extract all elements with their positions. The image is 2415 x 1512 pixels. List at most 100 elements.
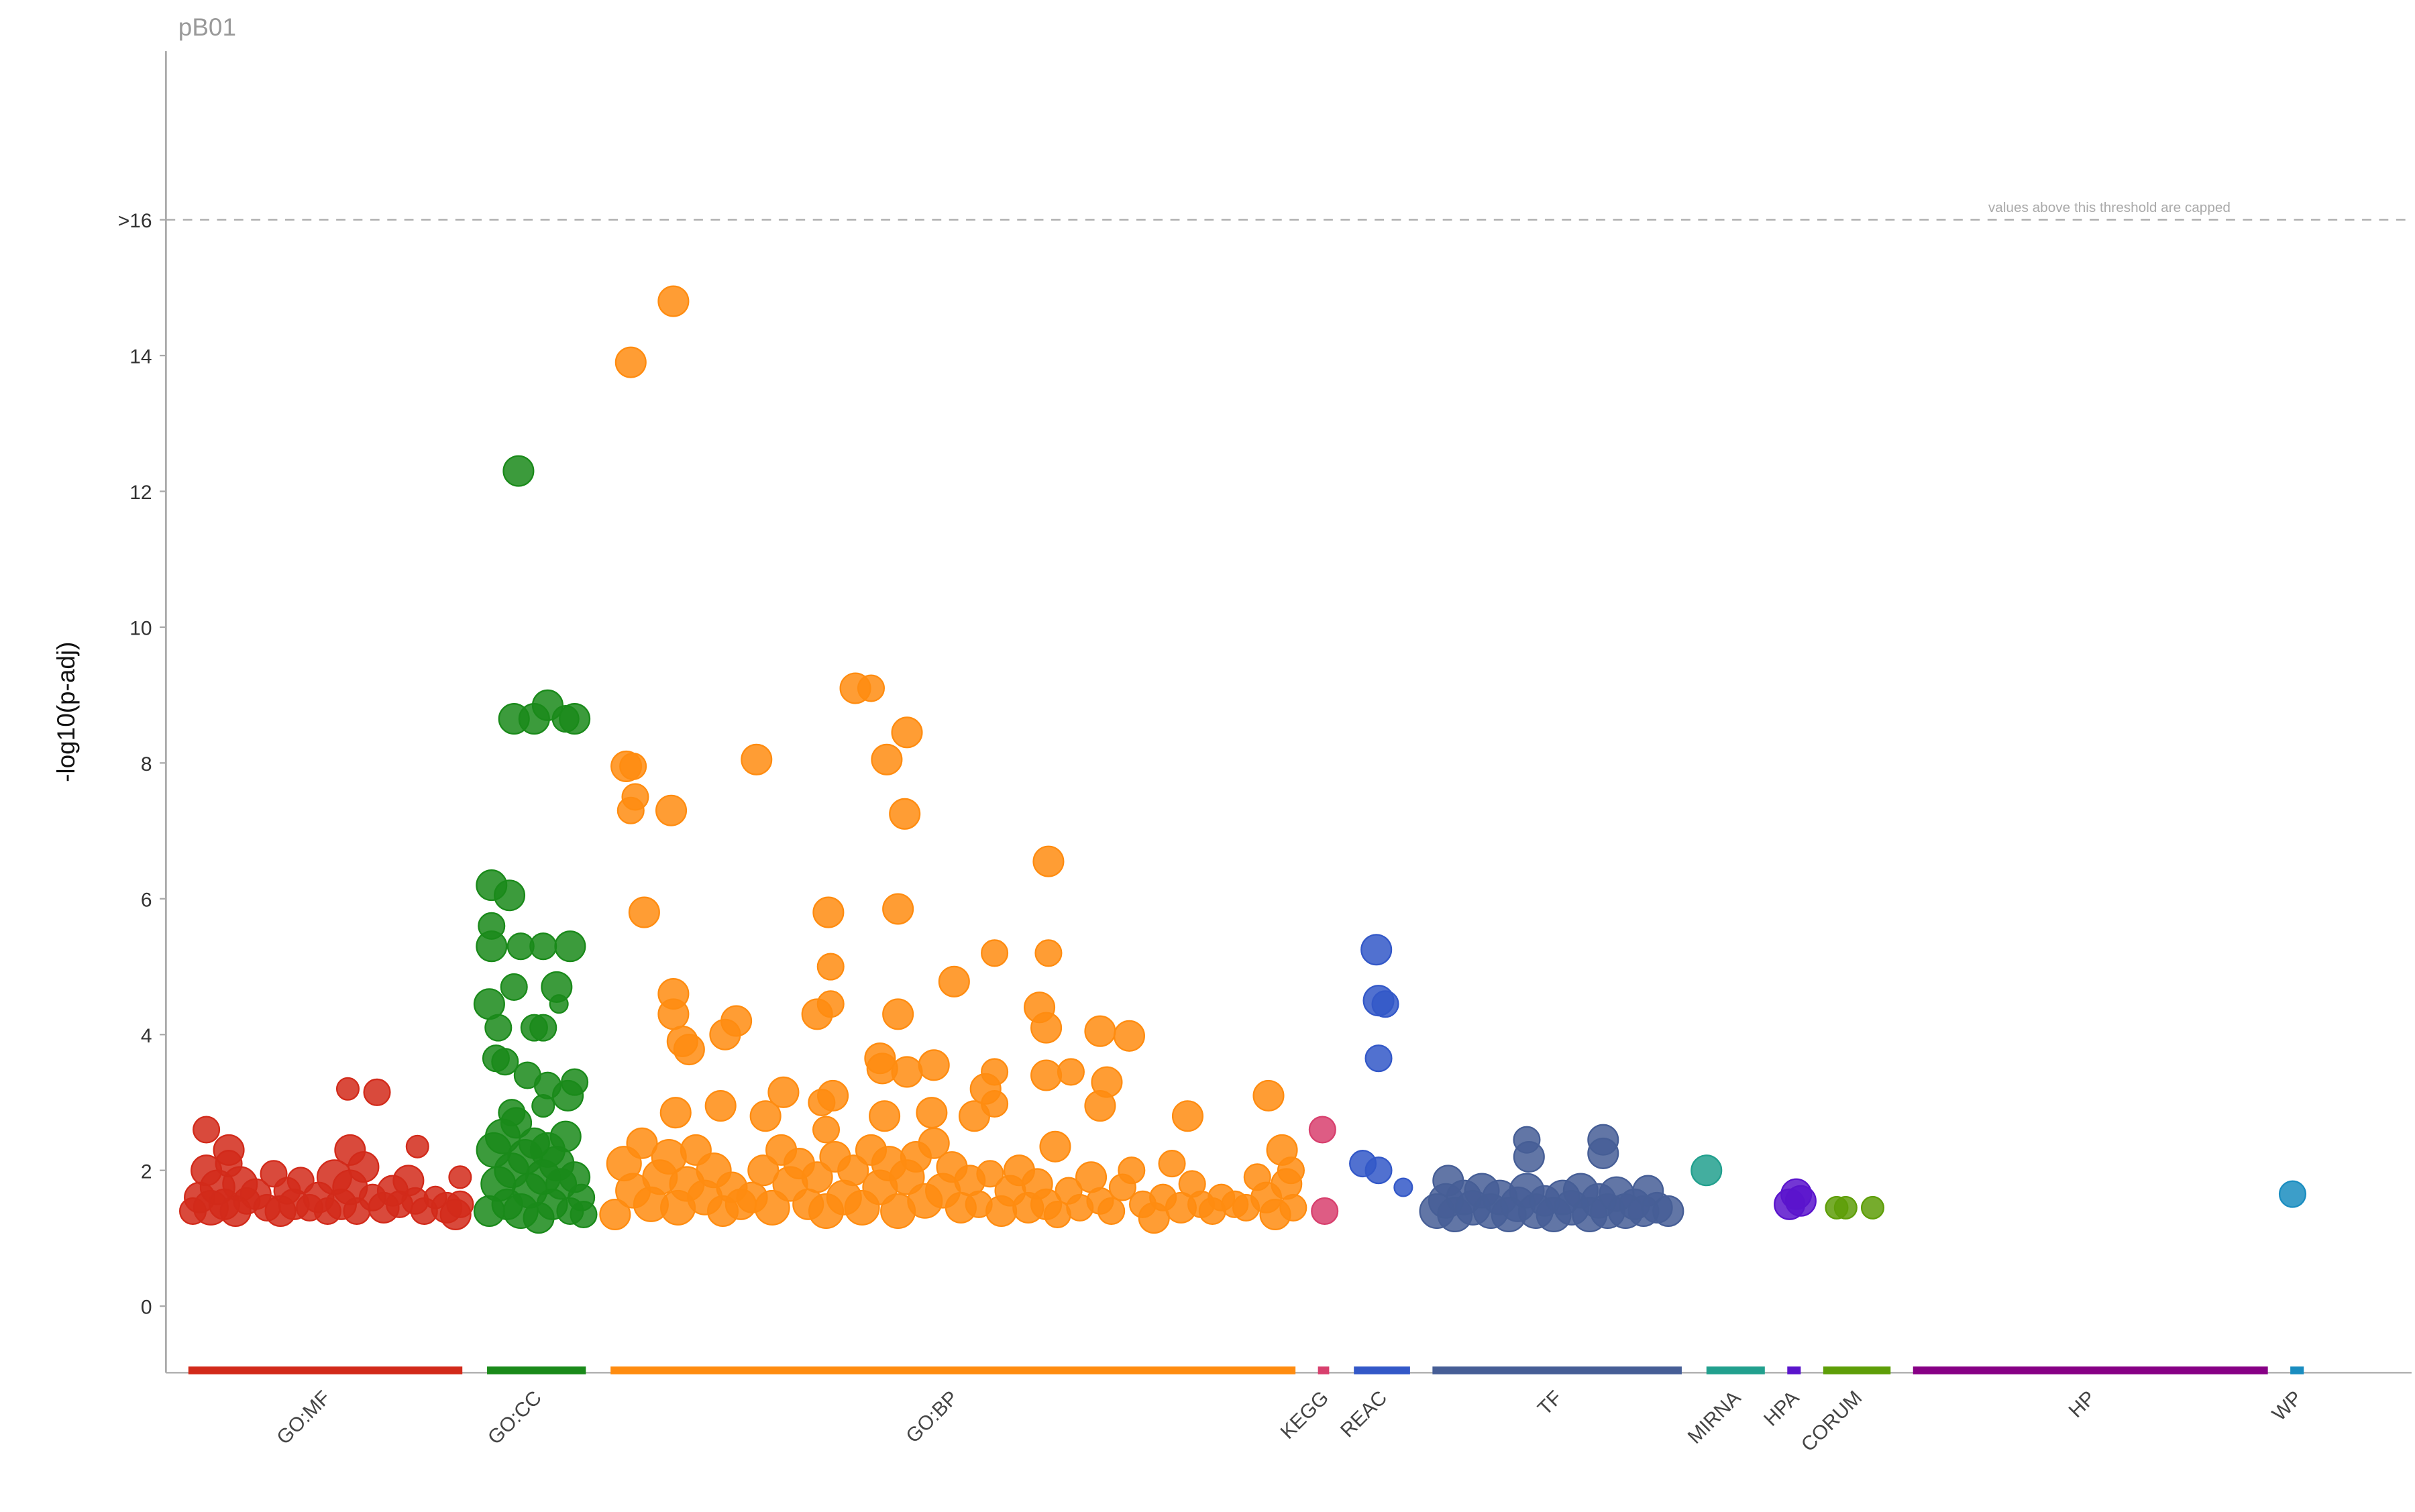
- data-point-go-bp[interactable]: [891, 716, 923, 749]
- data-point-go-bp[interactable]: [741, 743, 773, 775]
- data-point-go-bp[interactable]: [614, 346, 647, 378]
- data-point-go-cc[interactable]: [552, 1079, 584, 1112]
- data-point-go-bp[interactable]: [938, 965, 970, 997]
- data-point-go-bp[interactable]: [754, 1189, 790, 1226]
- data-point-go-bp[interactable]: [1279, 1193, 1307, 1222]
- data-point-go-bp[interactable]: [889, 798, 921, 830]
- data-point-go-bp[interactable]: [655, 794, 688, 826]
- x-tick-label: GO:MF: [272, 1387, 335, 1449]
- data-point-reac[interactable]: [1393, 1177, 1413, 1197]
- data-point-go-cc[interactable]: [529, 1014, 557, 1042]
- data-point-hpa[interactable]: [1784, 1185, 1817, 1217]
- data-point-go-mf[interactable]: [405, 1134, 429, 1158]
- data-point-go-bp[interactable]: [1252, 1079, 1285, 1112]
- data-point-go-mf[interactable]: [193, 1116, 221, 1144]
- data-point-go-bp[interactable]: [599, 1198, 631, 1231]
- data-point-go-bp[interactable]: [1113, 1020, 1145, 1052]
- data-point-go-bp[interactable]: [958, 1100, 990, 1132]
- data-point-go-bp[interactable]: [882, 998, 914, 1030]
- data-point-go-bp[interactable]: [1084, 1090, 1116, 1122]
- data-point-go-bp[interactable]: [626, 1127, 658, 1159]
- data-point-go-bp[interactable]: [1032, 845, 1065, 877]
- data-point-go-mf[interactable]: [446, 1190, 474, 1218]
- data-point-go-bp[interactable]: [801, 1161, 833, 1193]
- data-point-go-bp[interactable]: [976, 1160, 1004, 1188]
- data-point-go-cc[interactable]: [559, 703, 591, 735]
- data-point-go-bp[interactable]: [1030, 1012, 1063, 1044]
- data-point-go-cc[interactable]: [500, 1107, 533, 1139]
- data-point-go-bp[interactable]: [1057, 1058, 1085, 1086]
- data-point-go-cc[interactable]: [549, 1120, 582, 1152]
- data-point-go-bp[interactable]: [657, 998, 690, 1030]
- data-point-tf[interactable]: [1652, 1195, 1684, 1227]
- x-tick-label: CORUM: [1797, 1387, 1866, 1456]
- data-point-go-cc[interactable]: [502, 455, 535, 487]
- data-point-reac[interactable]: [1364, 1044, 1393, 1073]
- data-point-reac[interactable]: [1364, 1156, 1393, 1185]
- data-point-go-cc[interactable]: [529, 932, 557, 961]
- data-point-go-bp[interactable]: [767, 1076, 800, 1108]
- x-tick-label: HP: [2065, 1387, 2100, 1422]
- data-point-go-bp[interactable]: [918, 1127, 950, 1159]
- data-point-go-bp[interactable]: [808, 1088, 836, 1117]
- data-point-go-bp[interactable]: [1118, 1156, 1146, 1185]
- data-point-go-bp[interactable]: [659, 1097, 692, 1129]
- data-point-kegg[interactable]: [1308, 1116, 1336, 1144]
- data-point-wp[interactable]: [2278, 1180, 2307, 1208]
- data-point-go-bp[interactable]: [1039, 1130, 1071, 1163]
- data-point-go-bp[interactable]: [869, 1100, 901, 1132]
- data-point-go-bp[interactable]: [812, 1116, 841, 1144]
- data-point-go-bp[interactable]: [812, 896, 845, 928]
- data-point-go-bp[interactable]: [1158, 1150, 1186, 1178]
- data-point-go-cc[interactable]: [484, 1014, 513, 1042]
- data-point-go-cc[interactable]: [554, 930, 586, 963]
- data-point-go-bp[interactable]: [747, 1154, 780, 1187]
- data-point-go-bp[interactable]: [882, 893, 914, 925]
- data-point-go-bp[interactable]: [1034, 939, 1063, 967]
- data-point-go-bp[interactable]: [749, 1100, 782, 1132]
- source-bar-reac: [1354, 1366, 1410, 1374]
- data-point-go-bp[interactable]: [628, 896, 660, 928]
- data-point-corum[interactable]: [1833, 1195, 1858, 1220]
- data-point-go-bp[interactable]: [1171, 1100, 1204, 1132]
- data-point-go-bp[interactable]: [816, 953, 845, 981]
- data-point-go-bp[interactable]: [616, 796, 645, 824]
- data-point-go-mf[interactable]: [347, 1151, 380, 1183]
- data-point-go-bp[interactable]: [918, 1049, 950, 1081]
- data-point-go-bp[interactable]: [1084, 1015, 1116, 1047]
- data-point-go-bp[interactable]: [709, 1018, 741, 1050]
- data-point-go-cc[interactable]: [500, 973, 528, 1001]
- data-point-go-bp[interactable]: [857, 674, 885, 702]
- data-point-go-cc[interactable]: [570, 1200, 598, 1229]
- data-point-go-bp[interactable]: [837, 1154, 869, 1187]
- data-point-go-mf[interactable]: [335, 1077, 360, 1101]
- chart-title: pB01: [178, 13, 236, 41]
- data-point-go-cc[interactable]: [531, 1094, 555, 1118]
- data-point-go-cc[interactable]: [476, 930, 508, 963]
- data-point-go-bp[interactable]: [1097, 1197, 1126, 1225]
- data-point-kegg[interactable]: [1311, 1197, 1339, 1225]
- data-point-go-bp[interactable]: [1030, 1059, 1063, 1091]
- data-point-go-bp[interactable]: [981, 939, 1009, 967]
- data-point-corum[interactable]: [1860, 1195, 1885, 1220]
- data-point-mirna[interactable]: [1690, 1154, 1723, 1187]
- data-point-tf[interactable]: [1587, 1137, 1619, 1169]
- data-point-go-bp[interactable]: [816, 990, 845, 1018]
- data-point-go-cc[interactable]: [493, 879, 526, 912]
- y-tick-label: 0: [141, 1297, 152, 1319]
- data-point-go-mf[interactable]: [363, 1078, 391, 1106]
- data-point-go-bp[interactable]: [1277, 1156, 1305, 1185]
- data-point-go-cc[interactable]: [549, 994, 569, 1014]
- data-point-tf[interactable]: [1513, 1140, 1545, 1173]
- data-point-go-bp[interactable]: [619, 752, 647, 780]
- data-point-go-cc[interactable]: [491, 1048, 519, 1076]
- data-point-go-bp[interactable]: [916, 1097, 948, 1129]
- data-point-reac[interactable]: [1371, 990, 1399, 1018]
- data-point-go-bp[interactable]: [891, 1056, 923, 1088]
- data-point-go-bp[interactable]: [666, 1025, 698, 1057]
- data-point-go-bp[interactable]: [704, 1090, 737, 1122]
- data-point-go-mf[interactable]: [448, 1165, 472, 1189]
- data-point-go-bp[interactable]: [871, 743, 903, 775]
- data-point-reac[interactable]: [1360, 934, 1393, 966]
- data-point-go-bp[interactable]: [657, 285, 690, 317]
